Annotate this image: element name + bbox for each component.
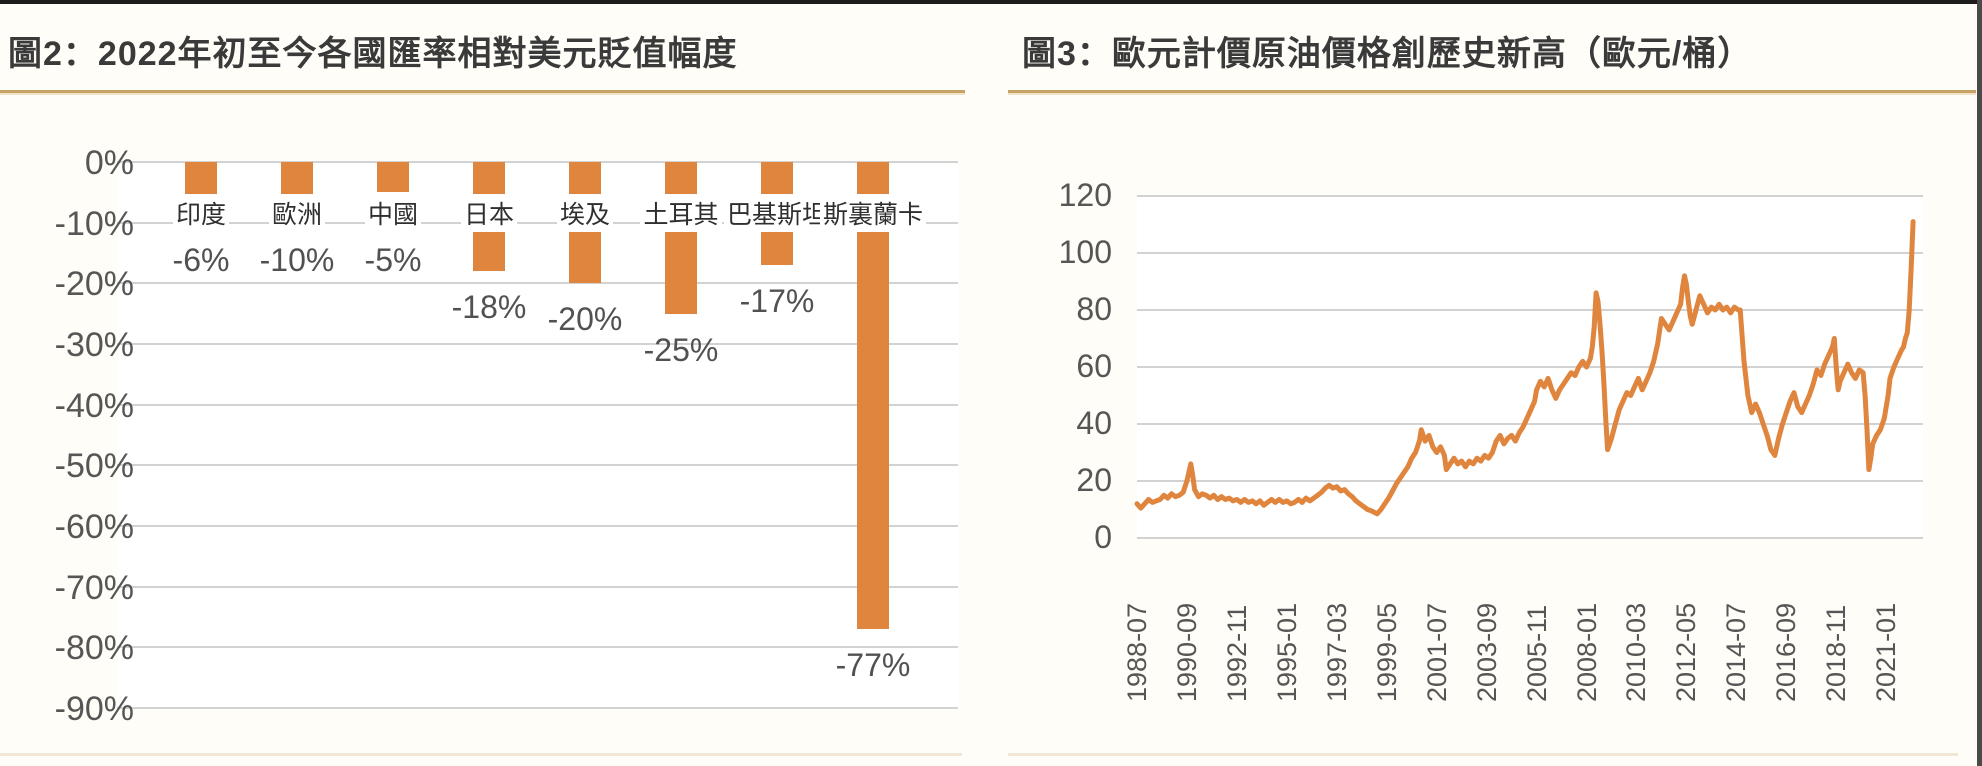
gridline (117, 525, 958, 527)
bar-斯裏蘭卡 (857, 162, 889, 630)
top-border (0, 0, 1982, 4)
y-axis-tick-label: -70% (54, 568, 134, 607)
y-axis-tick-label: 40 (1076, 405, 1112, 441)
y-axis-tick-label: 80 (1076, 291, 1112, 327)
category-text: 埃及 (556, 194, 613, 232)
figure3-panel: 圖3：歐元計價原油價格創歷史新高（歐元/桶） 0 20 40 60 80 100 120 19… (1000, 0, 1982, 766)
gridline (117, 161, 958, 163)
y-axis-tick-label: 120 (1058, 177, 1112, 213)
gridline (117, 221, 958, 224)
y-axis-tick-label: 100 (1058, 234, 1112, 270)
category-text: 印度 (172, 194, 229, 232)
gridline (117, 403, 958, 406)
gridline (117, 343, 958, 345)
category-label: 土耳其 (611, 194, 751, 232)
value-label: -10% (259, 242, 335, 278)
figure3-title: 圖3：歐元計價原油價格創歷史新高（歐元/桶） (1022, 35, 1753, 73)
category-label: 中國 (323, 194, 463, 232)
gridline (1137, 537, 1923, 539)
gridline (1137, 423, 1923, 425)
gridline (1137, 309, 1923, 311)
category-text: 日本 (460, 194, 517, 232)
value-label: -5% (364, 242, 422, 278)
y-axis-tick-label: -60% (54, 508, 134, 546)
figure2-title-underline (0, 90, 965, 95)
gridline (117, 646, 958, 649)
gridline (117, 282, 958, 285)
value-label: -25% (643, 331, 719, 368)
value-label: -17% (739, 283, 815, 320)
bar-印度 (185, 162, 217, 199)
gridline (1137, 252, 1923, 254)
y-axis-tick-label: -30% (54, 326, 134, 364)
fx-depreciation-bar-chart: 0% -10% -20% -30% -40% -50% -60% -70% -80% -90% 印度… (54, 144, 958, 728)
y-axis-tick-label: -20% (54, 265, 134, 304)
figure3-bottom-rule (1008, 753, 1958, 756)
category-label: 印度 (131, 194, 271, 232)
y-axis-tick-label: -10% (54, 204, 134, 243)
plot-background (117, 162, 958, 708)
gridline (117, 707, 958, 709)
y-axis-tick-label: 0% (84, 144, 134, 182)
value-label: -20% (547, 301, 623, 338)
oil-price-line (1134, 219, 1916, 517)
y-axis-tick-label: 20 (1076, 462, 1112, 498)
gridline (1137, 195, 1923, 197)
value-label: -77% (835, 647, 911, 684)
y-axis-tick-label: -80% (54, 629, 134, 668)
category-text: 中國 (364, 194, 421, 232)
bar-中國 (377, 162, 409, 193)
y-axis-tick-label: 0 (1094, 519, 1112, 555)
figure3-title-underline (1008, 90, 1976, 95)
oil-price-line-chart: 0 20 40 60 80 100 120 1988-07 1990-09 1992-11 1995… (1000, 0, 1982, 766)
category-text: 斯裏蘭卡 (819, 194, 926, 232)
gridline (1137, 366, 1923, 368)
category-label: 日本 (419, 194, 559, 232)
y-axis-tick-label: 60 (1076, 348, 1112, 384)
bar-土耳其 (665, 162, 697, 314)
y-axis-tick-label: -90% (54, 690, 134, 728)
value-label: -18% (451, 289, 527, 326)
category-text: 歐洲 (268, 194, 325, 232)
gridline (1137, 480, 1923, 482)
y-axis-tick-label: -50% (54, 447, 134, 486)
category-label: 斯裏蘭卡 (803, 194, 943, 232)
category-label: 埃及 (515, 194, 655, 232)
category-text: 土耳其 (640, 194, 722, 232)
gridline (117, 585, 958, 588)
right-border (1977, 0, 1982, 766)
category-text: 巴基斯坦 (723, 194, 830, 232)
category-label: 歐洲 (227, 194, 367, 232)
category-label: 巴基斯坦 (707, 194, 847, 232)
oil-price-polyline (1134, 219, 1916, 517)
value-label: -6% (172, 242, 230, 278)
y-axis-tick-label: -40% (54, 386, 134, 425)
figure2-panel: 圖2：2022年初至今各國匯率相對美元貶值幅度 0% -10% -20% -30% -4… (0, 35, 965, 756)
figure2-title: 圖2：2022年初至今各國匯率相對美元貶值幅度 (8, 35, 738, 73)
figure2-bottom-rule (0, 753, 962, 756)
gridline (117, 464, 958, 467)
